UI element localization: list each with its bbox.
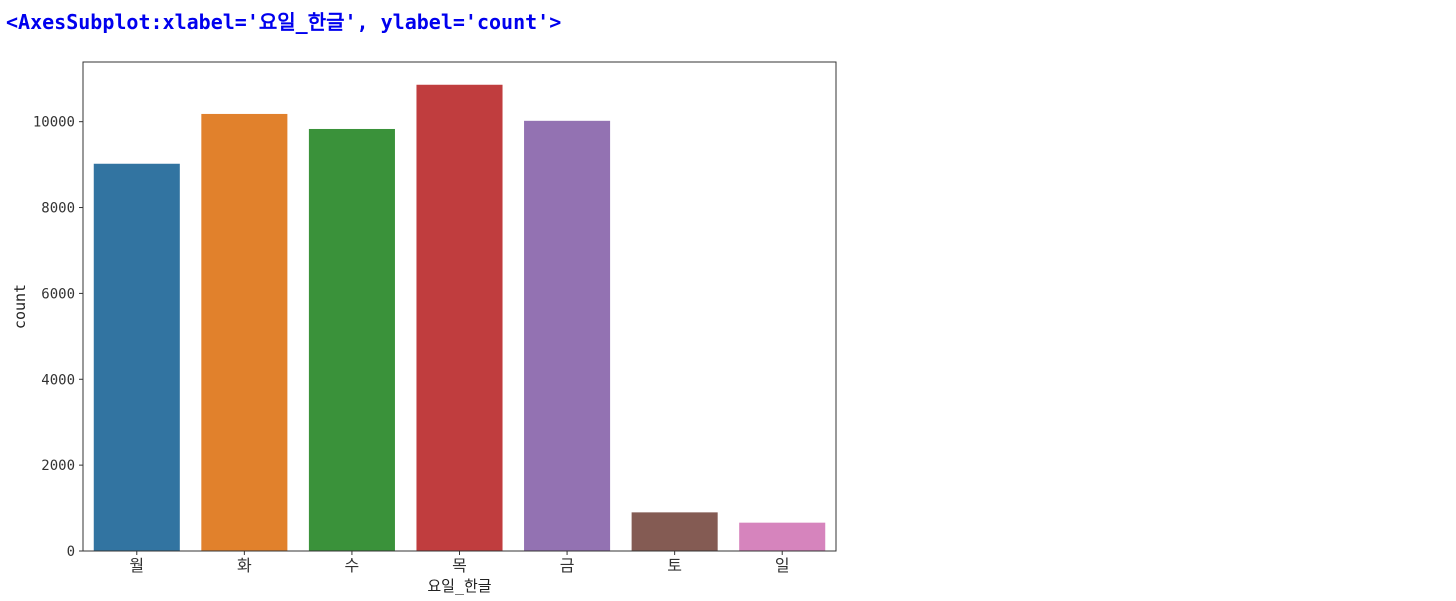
y-tick-label: 6000 xyxy=(41,286,75,302)
bar-2 xyxy=(308,128,395,551)
x-tick-label: 일 xyxy=(775,556,790,575)
x-tick-label: 토 xyxy=(667,556,682,575)
x-tick-label: 화 xyxy=(237,556,252,575)
x-tick-label: 월 xyxy=(129,556,144,575)
bar-6 xyxy=(739,522,826,551)
bar-3 xyxy=(416,84,503,551)
y-ticks-group: 0 2000 4000 6000 8000 10000 xyxy=(33,115,83,560)
x-axis-label: 요일_한글 xyxy=(427,577,491,595)
output-repr-text: <AxesSubplot:xlabel='요일_한글', ylabel='cou… xyxy=(6,10,562,34)
x-tick-label: 금 xyxy=(560,556,575,575)
bar-5 xyxy=(631,512,718,551)
bar-1 xyxy=(201,113,288,552)
y-tick-label: 10000 xyxy=(33,115,75,131)
y-tick-label: 4000 xyxy=(41,372,75,388)
bar-4 xyxy=(524,120,611,551)
bars-group xyxy=(93,84,826,552)
x-tick-label: 목 xyxy=(452,556,467,575)
plot-frame xyxy=(82,61,837,552)
y-tick-label: 2000 xyxy=(41,458,75,474)
y-tick-label: 8000 xyxy=(41,201,75,217)
y-axis-label: count xyxy=(11,284,29,329)
bar-0 xyxy=(93,163,180,551)
y-tick-label: 0 xyxy=(67,544,75,560)
x-tick-label: 수 xyxy=(345,556,360,575)
